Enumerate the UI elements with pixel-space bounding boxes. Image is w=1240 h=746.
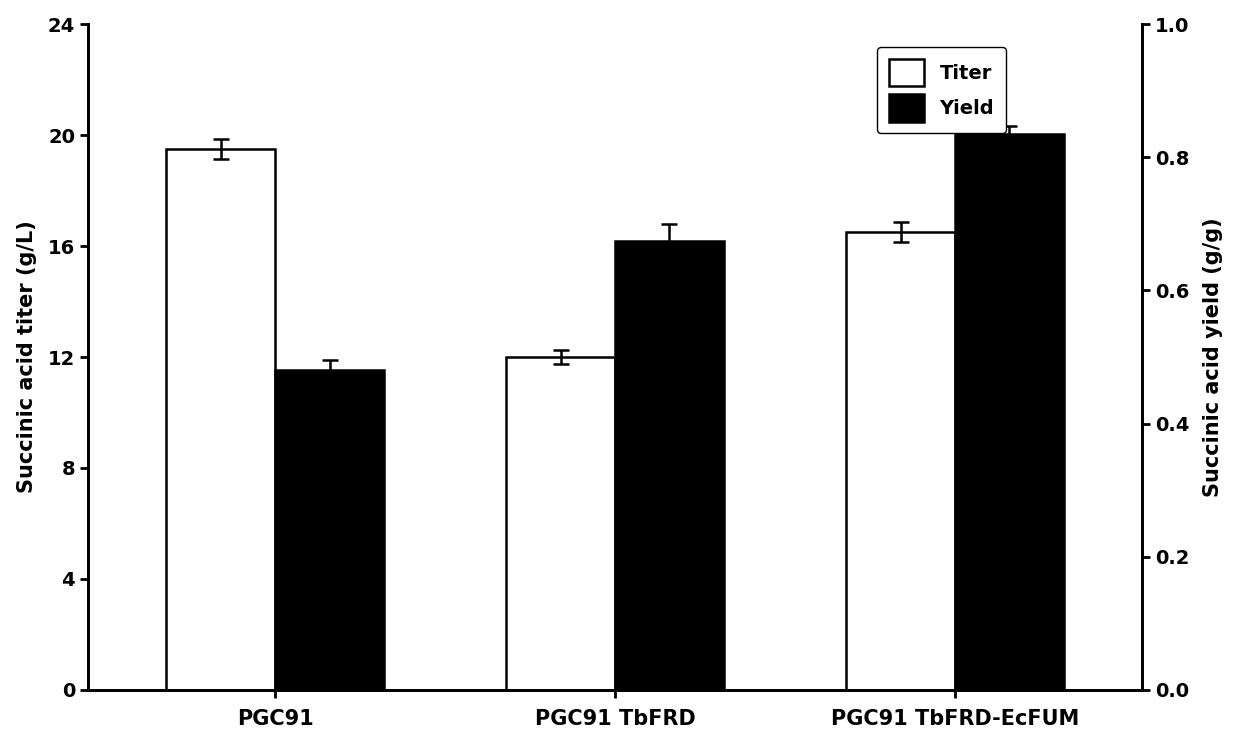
Bar	[506, 357, 615, 690]
Bar	[846, 232, 955, 690]
Y-axis label: Succinic acid yield (g/g): Succinic acid yield (g/g)	[1203, 217, 1224, 497]
Bar	[615, 240, 724, 690]
Bar	[275, 370, 384, 690]
Legend: Titer, Yield: Titer, Yield	[877, 47, 1006, 134]
Bar	[955, 134, 1064, 690]
Bar	[166, 149, 275, 690]
Y-axis label: Succinic acid titer (g/L): Succinic acid titer (g/L)	[16, 221, 37, 493]
